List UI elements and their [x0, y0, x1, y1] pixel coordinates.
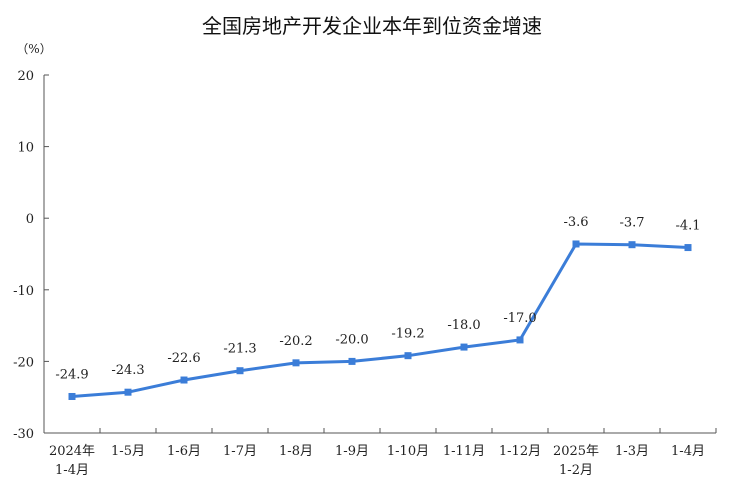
x-tick-label: 1-8月	[279, 444, 313, 459]
x-tick-labels: 2024年 1-4月 1-5月 1-6月 1-7月 1-8月 1-9月 1-10月 1-11月 1…	[49, 444, 705, 478]
data-point	[460, 343, 468, 351]
series	[68, 240, 692, 400]
x-tick-label-line: 1-3月	[615, 444, 649, 459]
x-tick-label: 1-3月	[615, 444, 649, 459]
data-point	[68, 392, 76, 400]
data-label: -21.3	[223, 342, 256, 357]
data-label: -20.0	[335, 332, 368, 347]
x-tick-label: 1-6月	[167, 444, 201, 459]
x-tick-label: 1-5月	[111, 444, 145, 459]
axes	[43, 74, 717, 434]
data-label: -19.2	[391, 327, 424, 342]
x-tick-label: 1-4月	[671, 444, 705, 459]
data-label: -20.2	[279, 334, 312, 349]
data-label: -24.9	[55, 367, 88, 382]
data-label: -3.6	[563, 215, 588, 230]
x-tick-label-line: 1-4月	[55, 463, 89, 478]
data-label: -24.3	[111, 363, 144, 378]
x-tick-label: 1-7月	[223, 444, 257, 459]
x-tick-label-line: 1-7月	[223, 444, 257, 459]
x-tick-label-line: 1-5月	[111, 444, 145, 459]
x-tick-label-line: 2025年	[553, 444, 599, 459]
data-point	[684, 244, 692, 252]
data-point	[348, 357, 356, 365]
data-label: -22.6	[167, 351, 200, 366]
data-label: -4.1	[675, 219, 700, 234]
y-tick-label: -30	[13, 427, 34, 442]
data-point	[236, 367, 244, 375]
data-point	[180, 376, 188, 384]
y-tick-label: 10	[17, 141, 34, 156]
data-point	[572, 240, 580, 248]
x-tick-label-line: 1-2月	[559, 463, 593, 478]
y-tick-label: -10	[13, 284, 34, 299]
data-label: -3.7	[619, 216, 644, 231]
x-tick-label-line: 1-8月	[279, 444, 313, 459]
x-tick-label: 1-12月	[499, 444, 541, 459]
data-label: -18.0	[447, 318, 480, 333]
data-labels: -24.9 -24.3 -22.6 -21.3 -20.2 -20.0 -19.2 -18.0…	[55, 215, 700, 383]
x-tick-label: 2025年 1-2月	[553, 444, 599, 478]
x-tick-label-line: 1-9月	[335, 444, 369, 459]
data-point	[628, 241, 636, 249]
x-tick-label-line: 2024年	[49, 444, 95, 459]
y-tick-label: -20	[13, 355, 34, 370]
x-tick-label-line: 1-10月	[387, 444, 429, 459]
series-line	[71, 242, 689, 398]
x-tick-label: 1-9月	[335, 444, 369, 459]
data-label: -17.0	[503, 311, 536, 326]
x-tick-label: 1-11月	[443, 444, 485, 459]
data-point	[516, 336, 524, 344]
y-tick-label: 0	[26, 212, 34, 227]
y-unit-label: （%）	[16, 42, 51, 56]
x-tick-label-line: 1-12月	[499, 444, 541, 459]
y-tick-labels: 20 10 0 -10 -20 -30	[13, 69, 34, 442]
data-point	[124, 388, 132, 396]
x-tick-label-line: 1-4月	[671, 444, 705, 459]
data-point	[292, 359, 300, 367]
data-point	[404, 352, 412, 360]
chart-title: 全国房地产开发企业本年到位资金增速	[202, 14, 542, 38]
x-tick-label: 2024年 1-4月	[49, 444, 95, 478]
x-tick-label: 1-10月	[387, 444, 429, 459]
x-tick-label-line: 1-11月	[443, 444, 485, 459]
x-tick-label-line: 1-6月	[167, 444, 201, 459]
y-tick-label: 20	[17, 69, 34, 84]
